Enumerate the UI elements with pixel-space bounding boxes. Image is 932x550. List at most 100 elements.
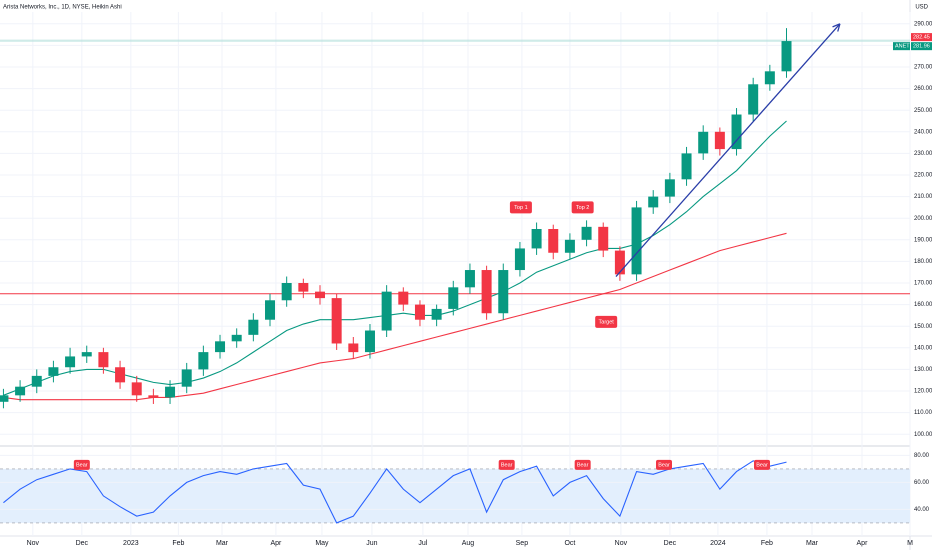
y-tick-label: 110.00 <box>914 410 932 416</box>
candle-body <box>581 226 592 240</box>
candle-body <box>65 356 76 368</box>
moving-average <box>3 120 787 396</box>
candle-body <box>98 352 109 368</box>
y-tick-label: 160.00 <box>914 302 932 308</box>
y-tick-label: 230.00 <box>914 151 932 157</box>
arrow-head <box>832 23 841 32</box>
x-tick-label: Dec <box>76 540 89 547</box>
candle-body <box>764 71 775 85</box>
trend-line <box>615 23 841 277</box>
price-label: 281.96 <box>913 44 930 50</box>
annotation-box <box>509 201 532 214</box>
candle-body <box>514 248 525 271</box>
annotation-box <box>574 459 591 470</box>
y-tick-label: 290.00 <box>914 21 932 27</box>
candle-body <box>331 298 342 344</box>
y-tick-label: 220.00 <box>914 173 932 179</box>
x-tick-label: Feb <box>761 540 773 547</box>
moving-average <box>3 232 787 401</box>
x-tick-label: Jun <box>366 540 377 547</box>
candle-body <box>414 304 425 320</box>
y-tick-label: 170.00 <box>914 281 932 287</box>
y-tick-label: 120.00 <box>914 389 932 395</box>
x-tick-label: Apr <box>270 540 282 547</box>
annotation-label: Target <box>599 319 615 325</box>
y-tick-label: 140.00 <box>914 345 932 351</box>
price-label-box <box>911 33 932 42</box>
annotation-label: Bear <box>756 462 768 468</box>
x-tick-label: Sep <box>516 540 529 547</box>
y-tick-label: 40.00 <box>914 507 930 513</box>
x-tick-label: 2023 <box>123 540 139 547</box>
x-tick-label: May <box>315 540 329 547</box>
annotation-label: Bear <box>577 462 589 468</box>
candle-body <box>748 84 759 115</box>
x-tick-label: Mar <box>806 540 819 547</box>
candle-body <box>681 153 692 180</box>
candle-body <box>198 352 209 370</box>
symbol-box <box>893 42 910 51</box>
candle-body <box>631 207 642 275</box>
price-label: 282.45 <box>913 35 930 41</box>
x-tick-label: Feb <box>172 540 184 547</box>
candle-body <box>731 114 742 150</box>
annotation-box <box>498 459 515 470</box>
y-tick-label: 60.00 <box>914 480 930 486</box>
rsi-line <box>3 460 787 524</box>
y-tick-label: 270.00 <box>914 65 932 71</box>
candle-body <box>81 352 92 357</box>
y-tick-label: 150.00 <box>914 324 932 330</box>
rsi-band <box>0 468 910 523</box>
symbol-label: ANET <box>895 44 910 50</box>
candle-body <box>0 395 9 402</box>
candle-body <box>115 367 126 383</box>
candle-body <box>531 229 542 249</box>
candle-body <box>281 283 292 301</box>
candle-body <box>381 291 392 331</box>
candle-body <box>165 386 176 398</box>
price-label-box <box>911 42 932 51</box>
y-tick-label: 180.00 <box>914 259 932 265</box>
candle-body <box>481 270 492 314</box>
candle-body <box>781 41 792 72</box>
annotation-label: Top 1 <box>514 205 527 211</box>
y-tick-label: 250.00 <box>914 108 932 114</box>
candle-body <box>598 226 609 251</box>
annotation-box <box>571 201 594 214</box>
annotation-label: Bear <box>76 462 88 468</box>
candle-body <box>231 334 242 342</box>
annotation-box <box>73 459 90 470</box>
candle-body <box>714 131 725 150</box>
chart-title: Arista Networks, Inc., 1D, NYSE, Heikin … <box>3 5 122 11</box>
candle-body <box>398 291 409 305</box>
x-tick-label: 2024 <box>710 540 726 547</box>
candle-body <box>15 386 26 396</box>
candle-body <box>548 229 559 253</box>
candle-body <box>498 270 509 314</box>
candle-body <box>464 270 475 288</box>
y-tick-label: 200.00 <box>914 216 932 222</box>
annotation-box <box>754 459 771 470</box>
candle-body <box>348 343 359 353</box>
annotation-label: Top 2 <box>576 205 589 211</box>
x-tick-label: Apr <box>857 540 869 547</box>
candle-body <box>431 308 442 320</box>
y-tick-label: 190.00 <box>914 237 932 243</box>
x-tick-label: Oct <box>564 540 575 547</box>
x-tick-label: Jul <box>418 540 427 547</box>
y-tick-label: 130.00 <box>914 367 932 373</box>
candle-body <box>314 291 325 299</box>
candle-body <box>298 283 309 292</box>
candle-body <box>148 395 159 398</box>
candle-body <box>265 300 276 320</box>
x-tick-label: Nov <box>615 540 628 547</box>
x-tick-label: M <box>907 540 913 547</box>
annotation-label: Bear <box>658 462 670 468</box>
x-tick-label: Nov <box>27 540 40 547</box>
currency: USD <box>915 5 928 11</box>
annotation-box <box>595 315 618 328</box>
y-tick-label: 260.00 <box>914 86 932 92</box>
candle-body <box>215 341 226 353</box>
candle-body <box>364 330 375 353</box>
